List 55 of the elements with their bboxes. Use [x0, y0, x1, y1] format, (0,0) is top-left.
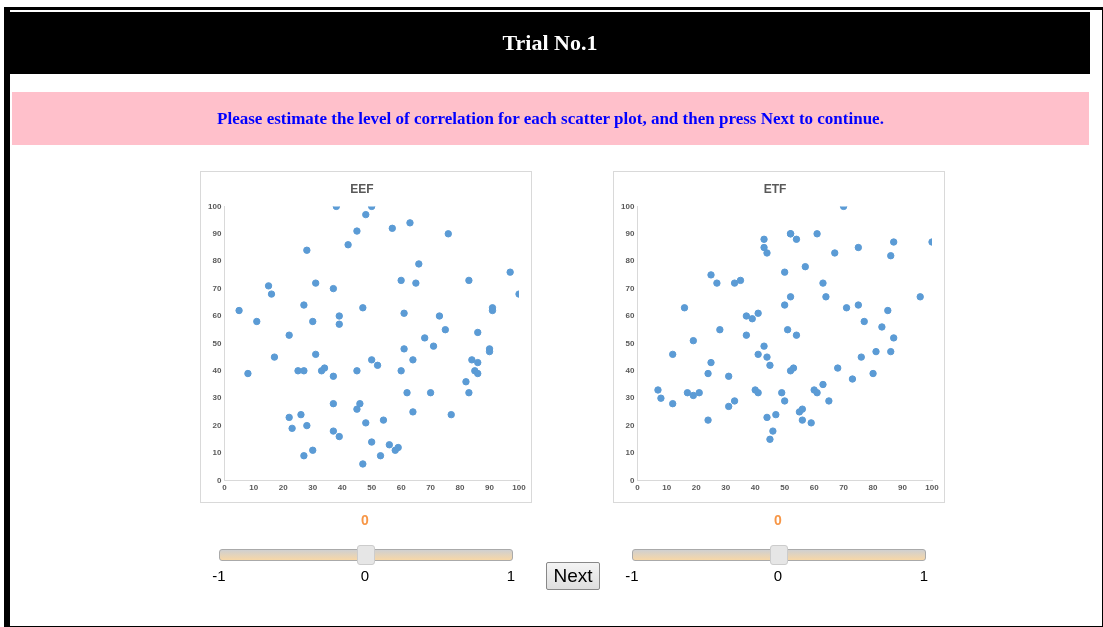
y-tick-label: 10	[625, 448, 635, 458]
text: Next	[546, 562, 600, 590]
x-tick-label: 60	[809, 483, 820, 493]
y-tick-label: 80	[625, 256, 635, 266]
y-tick-label: 70	[212, 283, 222, 293]
x-tick-label: 100	[512, 483, 527, 493]
x-tick-label: 90	[485, 483, 495, 493]
x-tick-label: 80	[455, 483, 466, 493]
y-tick-label: 0	[216, 475, 222, 485]
y-tick-label: 10	[212, 448, 222, 458]
x-tick-label: 50	[367, 483, 377, 493]
text: -1	[625, 567, 639, 584]
y-tick-label: 80	[212, 256, 222, 266]
text: Please estimate the level of correlation for each scatter plot, and then press Next to continue.	[12, 92, 1089, 145]
x-tick-label: 60	[396, 483, 407, 493]
x-tick-label: 40	[750, 483, 761, 493]
text: 0	[360, 567, 370, 584]
x-tick-label: 20	[278, 483, 289, 493]
x-tick-label: 30	[308, 483, 318, 493]
text: 1	[919, 567, 929, 584]
text: 1	[506, 567, 516, 584]
x-tick-label: 30	[721, 483, 731, 493]
x-tick-label: 80	[868, 483, 879, 493]
y-tick-label: 0	[629, 475, 635, 485]
y-tick-label: 50	[212, 338, 222, 348]
text: -1	[212, 567, 226, 584]
x-tick-label: 40	[337, 483, 348, 493]
text: 0	[773, 567, 783, 584]
y-tick-label: 100	[620, 201, 635, 211]
y-tick-label: 60	[625, 311, 635, 321]
y-tick-label: 20	[625, 420, 635, 430]
text: 0	[773, 512, 783, 528]
text: 0	[360, 512, 370, 528]
y-tick-label: 90	[212, 229, 222, 238]
y-tick-label: 50	[625, 338, 635, 348]
y-tick-label: 30	[625, 393, 635, 403]
x-tick-label: 70	[426, 483, 436, 493]
x-tick-label: 90	[898, 483, 908, 493]
y-tick-label: 60	[212, 311, 222, 321]
text: Trial No.1	[10, 12, 1090, 74]
chart-title: EEF	[350, 181, 374, 196]
y-tick-label: 30	[212, 393, 222, 403]
x-tick-label: 10	[662, 483, 672, 493]
x-tick-label: 50	[780, 483, 790, 493]
y-tick-label: 20	[212, 420, 222, 430]
chart-title: ETF	[763, 181, 787, 196]
x-tick-label: 100	[925, 483, 940, 493]
y-tick-label: 40	[625, 366, 635, 375]
y-tick-label: 70	[625, 283, 635, 293]
x-tick-label: 20	[691, 483, 702, 493]
y-tick-label: 40	[212, 366, 222, 375]
x-tick-label: 70	[839, 483, 849, 493]
x-tick-label: 10	[249, 483, 259, 493]
y-tick-label: 100	[207, 201, 222, 211]
y-tick-label: 90	[625, 229, 635, 238]
